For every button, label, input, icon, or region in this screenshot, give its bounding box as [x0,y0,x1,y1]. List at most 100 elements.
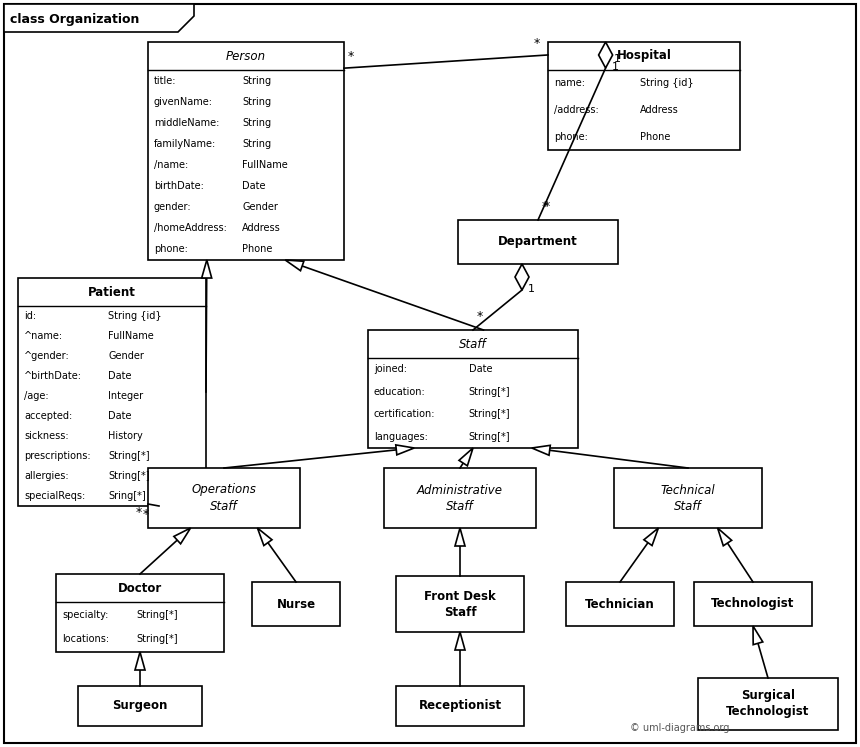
Text: id:: id: [24,311,36,321]
Text: ^birthDate:: ^birthDate: [24,371,82,381]
Bar [396,686,524,726]
Text: FullName: FullName [242,160,288,170]
Text: Patient: Patient [88,285,136,299]
Text: Date: Date [108,411,132,421]
Polygon shape [459,448,473,466]
Text: String[*]: String[*] [108,471,150,481]
Text: certification:: certification: [374,409,435,419]
Text: Surgical
Technologist: Surgical Technologist [727,689,809,719]
Polygon shape [257,528,272,545]
Bar [698,678,838,730]
Text: Date: Date [242,181,266,191]
Text: Address: Address [640,105,679,115]
Bar [56,574,224,652]
Bar [368,330,578,448]
Bar [18,278,206,506]
Text: Operations
Staff: Operations Staff [192,483,256,512]
Text: /age:: /age: [24,391,49,401]
Text: String {id}: String {id} [640,78,694,88]
Text: education:: education: [374,387,426,397]
Bar [252,582,340,626]
Bar [458,220,618,264]
Text: *: * [348,50,354,63]
Text: Technologist: Technologist [711,598,795,610]
Text: Hospital: Hospital [617,49,672,63]
Text: birthDate:: birthDate: [154,181,204,191]
Text: History: History [108,431,143,441]
Bar [148,42,344,260]
Text: specialty:: specialty: [62,610,108,619]
Text: prescriptions:: prescriptions: [24,451,90,461]
Bar [548,42,740,150]
Polygon shape [717,528,732,546]
Text: /name:: /name: [154,160,188,170]
Text: Technician: Technician [585,598,654,610]
Bar [384,468,536,528]
Text: *: * [477,310,483,323]
Polygon shape [286,260,304,270]
Bar [148,468,300,528]
Text: String: String [242,118,271,128]
Text: familyName:: familyName: [154,139,216,149]
Text: givenName:: givenName: [154,96,213,107]
Polygon shape [455,632,465,650]
Text: /homeAddress:: /homeAddress: [154,223,227,233]
Text: Person: Person [226,49,266,63]
Text: phone:: phone: [554,131,588,142]
Text: middleName:: middleName: [154,118,219,128]
Text: String: String [242,139,271,149]
Text: Surgeon: Surgeon [113,699,168,713]
Bar [396,576,524,632]
Text: phone:: phone: [154,244,187,255]
Text: *: * [136,506,142,519]
Text: sickness:: sickness: [24,431,69,441]
Text: 1: 1 [528,284,535,294]
Bar [694,582,812,626]
Polygon shape [202,260,212,278]
Text: *: * [544,200,550,213]
Text: Date: Date [469,365,492,374]
Text: Phone: Phone [640,131,671,142]
Text: Administrative
Staff: Administrative Staff [417,483,503,512]
Text: String[*]: String[*] [137,610,178,619]
Text: 1: 1 [613,54,621,64]
Text: languages:: languages: [374,432,428,441]
Text: String[*]: String[*] [137,634,178,645]
Bar [78,686,202,726]
Text: String[*]: String[*] [469,409,511,419]
Text: title:: title: [154,75,176,86]
Polygon shape [599,42,612,68]
Text: Doctor: Doctor [118,581,163,595]
Text: String: String [242,96,271,107]
Polygon shape [135,652,145,670]
Polygon shape [174,528,191,544]
Bar [566,582,674,626]
Text: *: * [542,200,549,213]
Text: Department: Department [498,235,578,249]
Text: Gender: Gender [242,202,278,212]
Text: accepted:: accepted: [24,411,72,421]
Bar [614,468,762,528]
Text: String: String [242,75,271,86]
Text: String {id}: String {id} [108,311,162,321]
Text: 1: 1 [611,62,618,72]
Text: /address:: /address: [554,105,599,115]
Text: class Organization: class Organization [10,13,139,26]
Text: Nurse: Nurse [276,598,316,610]
Text: Phone: Phone [242,244,273,255]
Text: © uml-diagrams.org: © uml-diagrams.org [630,723,729,733]
Text: specialReqs:: specialReqs: [24,491,85,501]
Text: gender:: gender: [154,202,192,212]
Text: Integer: Integer [108,391,144,401]
Polygon shape [515,264,529,290]
Text: String[*]: String[*] [108,451,150,461]
Text: name:: name: [554,78,585,88]
Text: String[*]: String[*] [469,432,511,441]
Polygon shape [4,4,194,32]
Text: joined:: joined: [374,365,407,374]
Text: Staff: Staff [459,338,487,350]
Text: ^name:: ^name: [24,331,63,341]
Text: Gender: Gender [108,351,144,361]
Text: *: * [143,508,150,521]
Polygon shape [531,445,550,455]
